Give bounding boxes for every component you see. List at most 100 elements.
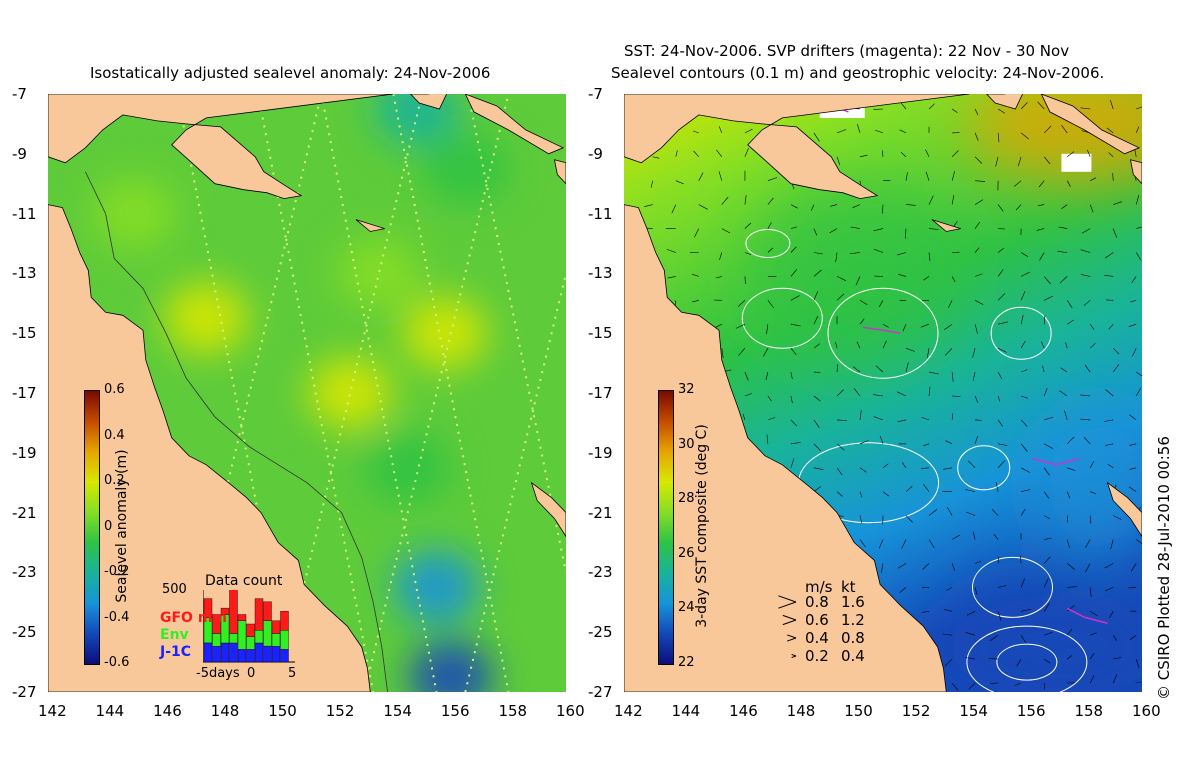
- velocity-arrow: [1067, 655, 1073, 660]
- left-colorbar-tick: -0.2: [104, 564, 130, 579]
- velocity-arrow: [902, 324, 907, 332]
- right-chart-title-line2: Sealevel contours (0.1 m) and geostrophi…: [611, 64, 1105, 82]
- velocity-arrow: [813, 252, 823, 255]
- right-y-tick--23: -23: [588, 563, 613, 582]
- velocity-arrow: [928, 252, 931, 262]
- velocity-arrow: [652, 156, 660, 159]
- velocity-arrow: [738, 348, 746, 356]
- velocity-arrow: [923, 443, 930, 447]
- velocity-arrow: [928, 103, 935, 110]
- velocity-arrow: [1058, 226, 1068, 229]
- right-chart-title-line1: SST: 24-Nov-2006. SVP drifters (magenta)…: [624, 42, 1070, 60]
- velocity-arrow: [790, 204, 798, 209]
- velocity-arrow: [830, 204, 838, 207]
- left-y-tick--19: -19: [12, 443, 37, 462]
- satellite-track: [277, 94, 424, 692]
- velocity-arrow: [1020, 290, 1026, 301]
- velocity-arrow: [1135, 659, 1140, 668]
- velocity-arrow: [1020, 419, 1028, 427]
- velocity-arrow: [1129, 443, 1137, 446]
- velocity-arrow: [693, 130, 699, 134]
- left-x-tick-154: 154: [383, 702, 412, 720]
- velocity-arrow: [942, 633, 953, 636]
- velocity-arrow: [738, 300, 746, 307]
- velocity-arrow: [1021, 608, 1031, 612]
- velocity-arrow: [716, 149, 723, 157]
- sealevel-contour: [966, 625, 1088, 692]
- histogram-legend-gfo-mm: GFO mm: [160, 610, 228, 626]
- velocity-arrow: [927, 348, 930, 358]
- velocity-arrow: [975, 561, 982, 564]
- velocity-arrow: [944, 347, 953, 356]
- velocity-arrow: [1105, 389, 1114, 397]
- velocity-arrow: [744, 393, 753, 397]
- velocity-arrow: [896, 391, 907, 397]
- velocity-arrow: [997, 556, 999, 564]
- anomaly-feature: [365, 431, 450, 504]
- velocity-arrow: [900, 102, 907, 110]
- australia-landmass: [48, 204, 371, 692]
- velocity-arrow: [853, 388, 861, 397]
- right-x-tick-150: 150: [844, 702, 873, 720]
- velocity-arrow: [951, 534, 961, 540]
- velocity-arrow: [644, 204, 653, 207]
- velocity-arrow: [925, 149, 930, 157]
- left-x-tick-156: 156: [440, 702, 470, 720]
- velocity-arrow: [735, 323, 746, 329]
- velocity-arrow: [813, 467, 824, 470]
- velocity-arrow: [1036, 228, 1045, 231]
- velocity-arrow: [974, 395, 979, 403]
- velocity-arrow: [1112, 674, 1118, 684]
- velocity-arrow: [921, 467, 930, 469]
- velocity-arrow: [951, 171, 955, 181]
- left-x-tick-146: 146: [153, 702, 182, 720]
- velocity-arrow: [859, 300, 868, 306]
- data-count-histogram: [203, 590, 295, 663]
- histogram-bar: [280, 630, 289, 650]
- velocity-arrow: [974, 324, 978, 334]
- right-y-tick--15: -15: [588, 324, 613, 343]
- histogram-bar: [271, 646, 281, 663]
- velocity-arrow: [767, 197, 774, 205]
- velocity-arrow: [1103, 419, 1114, 422]
- velocity-arrow: [928, 228, 939, 230]
- velocity-arrow: [742, 413, 746, 420]
- velocity-arrow: [925, 171, 930, 181]
- velocity-key-ms: 0.2: [805, 647, 829, 665]
- velocity-arrow: [928, 371, 939, 375]
- velocity-arrow: [1089, 324, 1095, 330]
- velocity-key-arrow: [778, 595, 797, 609]
- velocity-arrow: [790, 458, 795, 468]
- right-x-tick-158: 158: [1074, 702, 1104, 720]
- velocity-arrow: [1067, 586, 1078, 588]
- velocity-arrow: [974, 199, 984, 205]
- velocity-arrow: [882, 340, 887, 349]
- velocity-arrow: [835, 342, 838, 349]
- velocity-arrow: [899, 587, 907, 593]
- velocity-arrow: [813, 486, 821, 492]
- left-y-tick--9: -9: [12, 144, 27, 163]
- velocity-arrow: [790, 348, 797, 355]
- velocity-arrow: [928, 386, 931, 397]
- velocity-arrow: [968, 460, 976, 469]
- velocity-arrow: [901, 539, 907, 549]
- velocity-arrow: [1089, 342, 1096, 349]
- velocity-arrow: [974, 221, 981, 229]
- velocity-arrow: [997, 371, 1003, 380]
- velocity-arrow: [859, 491, 863, 498]
- velocity-arrow: [1017, 156, 1022, 167]
- velocity-arrow: [905, 515, 913, 523]
- satellite-track: [467, 94, 566, 573]
- histogram-bar: [229, 642, 238, 663]
- velocity-arrow: [1067, 605, 1075, 612]
- velocity-arrow: [767, 177, 778, 181]
- velocity-arrow: [1089, 460, 1095, 468]
- velocity-arrow: [1090, 177, 1097, 181]
- velocity-arrow: [813, 395, 821, 402]
- velocity-arrow: [852, 204, 861, 208]
- right-y-tick--21: -21: [588, 503, 613, 522]
- velocity-arrow: [698, 204, 708, 210]
- velocity-arrow: [966, 511, 976, 516]
- velocity-arrow: [905, 172, 908, 181]
- histogram-bar: [212, 614, 221, 634]
